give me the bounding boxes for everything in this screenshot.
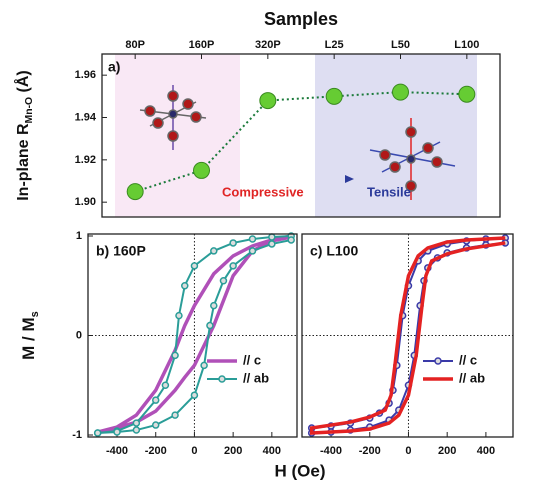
data-point: [206, 321, 214, 330]
data-point: [259, 92, 277, 110]
x-tick-label: 400: [263, 445, 281, 457]
x-tick-label: -400: [320, 445, 342, 457]
y-tick-label: 1.90: [75, 196, 96, 208]
data-point: [126, 183, 144, 201]
category-label: 320P: [255, 39, 281, 51]
category-label: L100: [454, 39, 479, 51]
data-point: [175, 311, 183, 320]
annotation: Compressive: [222, 184, 304, 199]
plot-frame: [87, 233, 298, 438]
data-point: [161, 381, 170, 390]
octahedron-icon: [139, 85, 207, 150]
tensile-region: [315, 54, 477, 217]
legend-label: // ab: [243, 370, 269, 385]
x-tick-label: -400: [106, 445, 128, 457]
data-point: [248, 247, 257, 255]
data-point: [248, 235, 257, 243]
data-point: [151, 421, 160, 429]
x-axis-label: H (Oe): [275, 461, 326, 480]
y-tick-label: 1.96: [75, 69, 96, 81]
axis-label-part: Mn-O: [24, 97, 35, 124]
y-tick-label: 0: [76, 329, 82, 341]
x-tick-label: -200: [359, 445, 381, 457]
category-label: 80P: [125, 39, 145, 51]
plot-frame: [101, 53, 501, 218]
data-point: [190, 262, 199, 270]
data-point: [171, 351, 179, 360]
axis-label-part: In-plane R: [15, 123, 32, 201]
y-tick-label: 1.92: [75, 154, 96, 166]
legend-marker: [434, 357, 442, 365]
axis-label: M / Ms: [19, 311, 41, 360]
panel-label: b) 160P: [96, 243, 146, 259]
data-point: [181, 281, 189, 290]
series-line: [309, 236, 506, 435]
data-point: [190, 391, 199, 399]
data-point: [171, 411, 179, 419]
legend-label: // ab: [459, 370, 485, 385]
legend-label: // c: [459, 352, 477, 367]
panel-label: c) L100: [310, 243, 358, 259]
x-tick-label: 200: [224, 445, 242, 457]
category-label: L25: [325, 39, 344, 51]
axis-label-part: s: [29, 311, 41, 317]
annotation: Tensile: [367, 184, 411, 199]
legend-marker: [218, 375, 226, 383]
arrow-head: [345, 175, 354, 183]
data-point: [229, 239, 237, 247]
x-tick-label: 0: [405, 445, 411, 457]
legend-label: // c: [243, 352, 261, 367]
data-point: [268, 233, 276, 241]
data-point: [93, 429, 102, 437]
data-point: [458, 85, 476, 103]
category-label: 160P: [189, 39, 215, 51]
panel-label: a): [108, 59, 120, 75]
data-point: [287, 236, 295, 244]
x-tick-label: -200: [145, 445, 167, 457]
data-point: [200, 361, 208, 370]
data-point: [132, 426, 141, 434]
x-tick-label: 0: [191, 445, 197, 457]
x-tick-label: 200: [438, 445, 456, 457]
chart-title: Samples: [264, 9, 338, 29]
axis-label-part: M / M: [19, 317, 38, 360]
data-point: [113, 428, 121, 436]
data-point: [325, 87, 343, 105]
axis-label-part: (Å): [13, 70, 32, 97]
data-point: [229, 262, 237, 270]
octahedron-icon: [369, 118, 456, 200]
category-label: L50: [391, 39, 410, 51]
data-point: [392, 83, 409, 101]
x-tick-label: 400: [477, 445, 495, 457]
y-tick-label: -1: [72, 429, 82, 441]
data-point: [151, 396, 160, 404]
data-point: [132, 419, 141, 427]
data-point: [210, 301, 218, 310]
plot-frame: [301, 233, 514, 438]
y-tick-label: 1.94: [75, 111, 97, 123]
data-point: [193, 161, 210, 179]
data-point: [268, 240, 276, 248]
axis-label: In-plane RMn-O (Å): [13, 70, 34, 201]
data-point: [210, 247, 218, 255]
data-point: [219, 277, 228, 285]
y-tick-label: 1: [76, 230, 82, 242]
